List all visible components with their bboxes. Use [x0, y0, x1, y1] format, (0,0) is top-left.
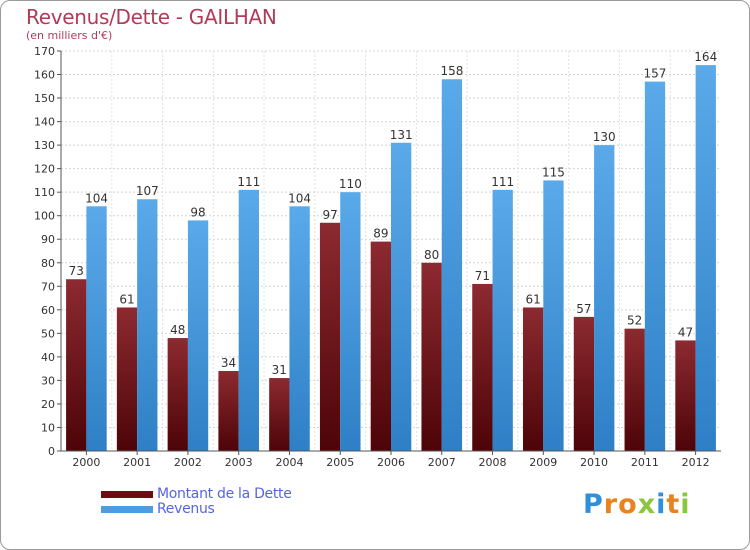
- data-label-dette: 71: [475, 269, 490, 283]
- logo-letter: i: [680, 489, 691, 520]
- x-tick-label: 2011: [631, 456, 659, 469]
- bar-dette: [66, 279, 87, 451]
- data-label-revenus: 157: [644, 67, 667, 81]
- y-tick-label: 0: [48, 445, 55, 458]
- data-label-revenus: 111: [491, 175, 514, 189]
- data-label-revenus: 158: [440, 64, 463, 78]
- data-label-dette: 61: [526, 292, 541, 306]
- bar-revenus: [238, 189, 259, 451]
- y-tick-label: 20: [41, 398, 55, 411]
- y-tick-label: 130: [34, 139, 55, 152]
- x-tick-label: 2012: [682, 456, 710, 469]
- data-label-dette: 73: [69, 264, 84, 278]
- legend-swatch-revenus: [101, 506, 153, 513]
- data-label-revenus: 111: [237, 175, 260, 189]
- data-label-dette: 52: [627, 314, 642, 328]
- logo-letter: t: [666, 489, 681, 520]
- bar-revenus: [86, 206, 107, 451]
- data-label-dette: 80: [424, 248, 439, 262]
- y-tick-label: 120: [34, 163, 55, 176]
- data-label-dette: 47: [678, 325, 693, 339]
- data-label-revenus: 107: [136, 184, 159, 198]
- bar-revenus: [441, 79, 463, 451]
- proxiti-logo: Proxiti: [583, 489, 691, 520]
- y-tick-label: 70: [41, 280, 55, 293]
- y-tick-label: 30: [41, 374, 55, 387]
- data-label-dette: 97: [322, 208, 337, 222]
- data-label-revenus: 164: [694, 50, 717, 64]
- x-tick-label: 2008: [479, 456, 507, 469]
- bar-dette: [421, 262, 442, 451]
- bar-revenus: [644, 81, 666, 452]
- bar-dette: [573, 316, 595, 451]
- x-tick-label: 2000: [72, 456, 100, 469]
- bar-dette: [675, 340, 696, 451]
- bar-revenus: [340, 192, 361, 452]
- x-tick-label: 2010: [580, 456, 608, 469]
- bar-dette: [523, 307, 544, 451]
- data-label-dette: 89: [373, 227, 388, 241]
- logo-letter: r: [603, 489, 619, 520]
- y-tick-label: 170: [34, 45, 55, 58]
- legend-swatch-dette: [101, 491, 153, 498]
- data-label-revenus: 98: [190, 205, 205, 219]
- y-tick-label: 100: [34, 210, 55, 223]
- y-tick-label: 50: [41, 327, 55, 340]
- bar-dette: [167, 338, 188, 451]
- bar-dette: [624, 328, 645, 451]
- x-tick-label: 2001: [123, 456, 151, 469]
- legend-label-dette: Montant de la Dette: [157, 486, 292, 502]
- data-label-revenus: 115: [542, 165, 565, 179]
- data-label-dette: 48: [170, 323, 185, 337]
- data-label-dette: 61: [119, 292, 134, 306]
- bar-dette: [370, 241, 391, 451]
- logo-letter: P: [583, 489, 604, 520]
- bar-revenus: [543, 180, 564, 452]
- y-tick-label: 160: [34, 69, 55, 82]
- y-tick-label: 80: [41, 257, 55, 270]
- bar-dette: [269, 378, 290, 451]
- y-tick-label: 10: [41, 421, 55, 434]
- logo-letter: x: [637, 489, 657, 520]
- legend-label-revenus: Revenus: [157, 501, 215, 517]
- x-tick-label: 2007: [428, 456, 456, 469]
- bar-revenus: [137, 199, 158, 451]
- x-tick-label: 2005: [326, 456, 354, 469]
- data-label-revenus: 130: [593, 130, 616, 144]
- data-label-revenus: 110: [339, 177, 362, 191]
- bar-revenus: [187, 220, 209, 451]
- bar-revenus: [391, 142, 412, 451]
- y-tick-label: 40: [41, 351, 55, 364]
- bar-dette: [116, 307, 138, 451]
- data-label-dette: 31: [272, 363, 287, 377]
- bar-revenus: [695, 65, 716, 451]
- data-label-dette: 34: [221, 356, 236, 370]
- y-tick-label: 60: [41, 304, 55, 317]
- logo-letter: o: [618, 489, 638, 520]
- y-tick-label: 110: [34, 186, 55, 199]
- chart-subtitle: (en milliers d'€): [26, 29, 113, 42]
- chart-title: Revenus/Dette - GAILHAN: [26, 5, 277, 29]
- bar-dette: [218, 371, 239, 451]
- bar-dette: [319, 222, 341, 451]
- x-tick-label: 2002: [174, 456, 202, 469]
- data-label-dette: 57: [576, 302, 591, 316]
- data-label-revenus: 104: [85, 191, 108, 205]
- y-tick-label: 90: [41, 233, 55, 246]
- x-tick-label: 2006: [377, 456, 405, 469]
- x-tick-label: 2009: [529, 456, 557, 469]
- logo-letter: i: [656, 489, 667, 520]
- data-label-revenus: 104: [288, 191, 311, 205]
- x-tick-label: 2004: [275, 456, 303, 469]
- x-tick-label: 2003: [225, 456, 253, 469]
- bar-revenus: [289, 206, 310, 451]
- data-label-revenus: 131: [390, 128, 413, 142]
- bar-revenus: [594, 145, 615, 451]
- y-tick-label: 140: [34, 116, 55, 129]
- bar-dette: [472, 283, 493, 451]
- bar-revenus: [492, 189, 513, 451]
- y-tick-label: 150: [34, 92, 55, 105]
